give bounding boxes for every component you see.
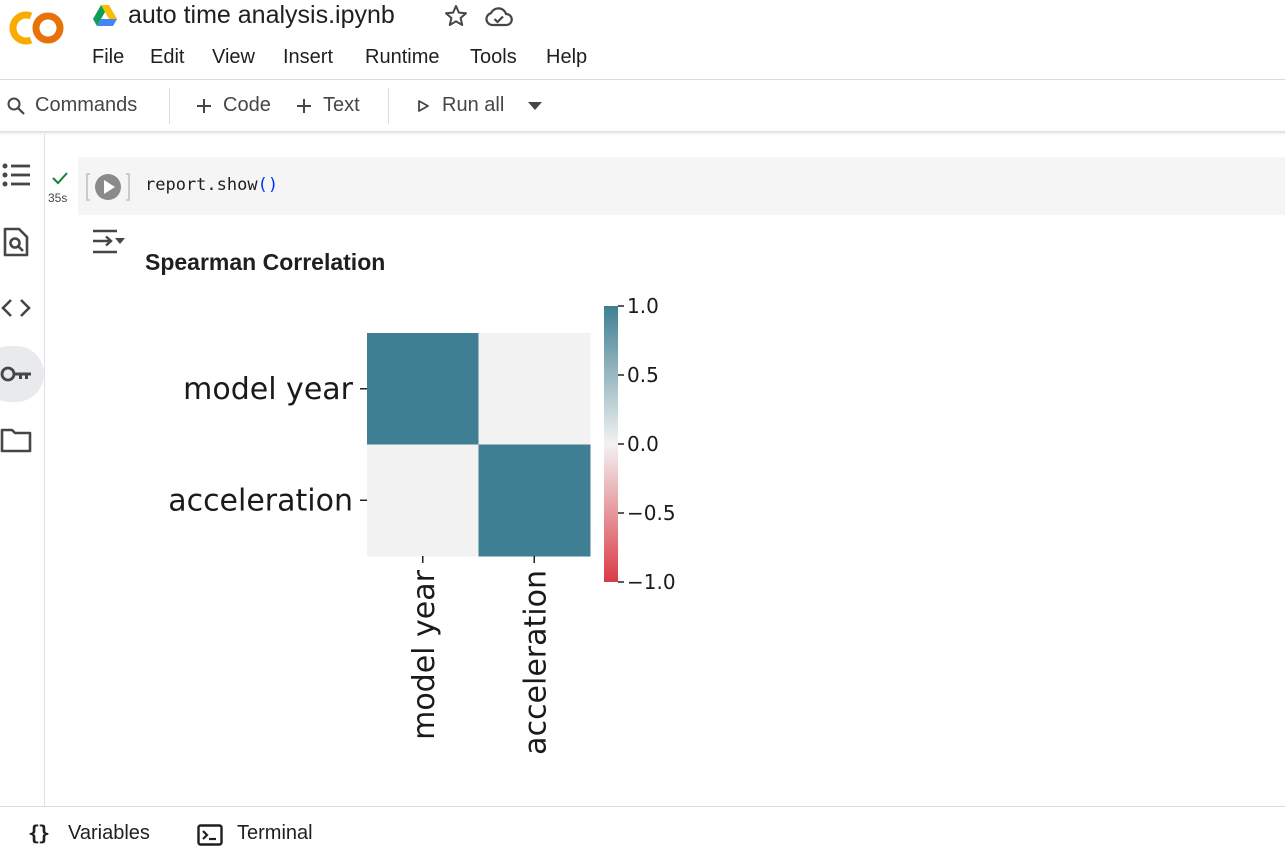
colorbar-tick-label: −0.5 xyxy=(627,501,676,525)
menu-runtime[interactable]: Runtime xyxy=(365,46,440,68)
bottom-divider xyxy=(0,806,1285,807)
heatmap-cell xyxy=(367,444,479,557)
secrets-key-icon[interactable] xyxy=(0,358,32,390)
table-of-contents-icon[interactable] xyxy=(0,160,32,192)
x-tick-label: acceleration xyxy=(518,570,553,755)
plus-icon xyxy=(297,99,311,113)
add-code-button[interactable]: Code xyxy=(195,92,275,120)
star-icon[interactable] xyxy=(444,4,468,28)
files-folder-icon[interactable] xyxy=(0,424,32,456)
colorbar-tick-label: 0.0 xyxy=(627,432,659,456)
menu-help[interactable]: Help xyxy=(546,46,588,68)
code-snippets-icon[interactable] xyxy=(0,292,32,324)
toolbar-separator xyxy=(169,88,170,124)
find-replace-icon[interactable] xyxy=(0,226,32,258)
colorbar-tick-label: 0.5 xyxy=(627,363,659,387)
x-tick-label: model year xyxy=(407,569,442,740)
colab-logo[interactable] xyxy=(6,8,68,48)
cloud-saved-icon[interactable] xyxy=(484,4,514,30)
terminal-icon xyxy=(197,824,223,846)
add-code-label: Code xyxy=(223,94,271,116)
variables-button[interactable]: {} Variables xyxy=(28,820,168,848)
colorbar-tick-label: 1.0 xyxy=(627,294,659,318)
menu-view[interactable]: View xyxy=(212,46,255,68)
code-parens: () xyxy=(257,175,279,195)
add-text-button[interactable]: Text xyxy=(295,92,367,120)
y-tick-label: model year xyxy=(183,372,354,407)
run-cell-button[interactable] xyxy=(86,172,130,202)
add-text-label: Text xyxy=(323,94,360,116)
heatmap-cell xyxy=(478,444,591,557)
terminal-button[interactable]: Terminal xyxy=(197,820,337,848)
code-text: report.show xyxy=(145,175,258,195)
commands-button[interactable]: Commands xyxy=(6,92,156,120)
braces-icon: {} xyxy=(28,821,50,845)
heatmap-cell xyxy=(478,333,591,445)
menu-insert[interactable]: Insert xyxy=(283,46,334,68)
play-icon xyxy=(418,100,429,112)
heatmap-cell xyxy=(367,333,479,445)
header-divider xyxy=(0,79,1285,80)
execution-time: 35s xyxy=(48,191,68,205)
sidebar-divider xyxy=(44,134,45,806)
spearman-heatmap: model year acceleration model year accelera… xyxy=(168,294,676,755)
code-cell[interactable] xyxy=(78,157,1285,215)
variables-label: Variables xyxy=(68,822,150,844)
run-all-dropdown-icon[interactable] xyxy=(524,98,546,114)
toolbar-shadow xyxy=(0,131,1285,135)
menu-tools[interactable]: Tools xyxy=(470,46,517,68)
code-editor[interactable]: report.show() xyxy=(145,175,278,195)
y-tick-label: acceleration xyxy=(168,483,353,518)
commands-label: Commands xyxy=(35,94,138,116)
search-icon xyxy=(7,97,25,115)
menu-edit[interactable]: Edit xyxy=(150,46,185,68)
google-drive-icon xyxy=(93,5,117,26)
colorbar-tick-label: −1.0 xyxy=(627,570,676,594)
colorbar xyxy=(604,306,618,582)
plus-icon xyxy=(197,99,211,113)
notebook-title[interactable]: auto time analysis.ipynb xyxy=(128,1,395,29)
menu-file[interactable]: File xyxy=(92,46,125,68)
terminal-label: Terminal xyxy=(237,822,313,844)
output-toggle-icon[interactable] xyxy=(90,228,126,256)
check-icon xyxy=(52,172,68,185)
run-all-label: Run all xyxy=(442,94,505,116)
run-all-button[interactable]: Run all xyxy=(414,92,514,120)
output-title: Spearman Correlation xyxy=(145,249,386,275)
toolbar-separator xyxy=(388,88,389,124)
